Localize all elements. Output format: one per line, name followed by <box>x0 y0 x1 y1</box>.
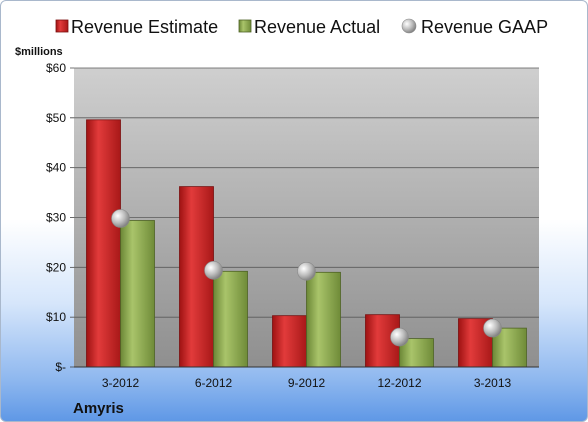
x-tick-label: 3-2013 <box>474 376 512 390</box>
legend-label-gaap: Revenue GAAP <box>421 17 548 37</box>
x-tick-label: 12-2012 <box>377 376 421 390</box>
bar-actual <box>306 271 341 368</box>
bar-estimate <box>272 315 307 368</box>
marker-gaap <box>111 209 130 228</box>
legend-label-actual: Revenue Actual <box>254 17 380 37</box>
x-tick-label: 3-2012 <box>102 376 140 390</box>
y-tick-label: $- <box>55 360 66 374</box>
marker-gaap <box>483 318 502 338</box>
legend-marker-gaap <box>401 18 417 34</box>
bar-actual <box>213 270 248 368</box>
marker-gaap <box>297 262 316 281</box>
bar-actual <box>120 220 155 368</box>
y-tick-label: $30 <box>46 211 66 225</box>
legend-item-gaap: Revenue GAAP <box>401 17 548 37</box>
legend-swatch-actual <box>238 19 252 33</box>
legend-item-actual: Revenue Actual <box>238 17 380 37</box>
y-axis-ticks: $- $10 $20 $30 $40 $50 $60 <box>46 61 74 374</box>
x-tick-label: 9-2012 <box>288 376 326 390</box>
y-tick-label: $10 <box>46 310 66 324</box>
bars <box>86 119 527 368</box>
bar-estimate <box>86 119 121 368</box>
x-tick-label: 6-2012 <box>195 376 233 390</box>
y-tick-label: $60 <box>46 61 66 75</box>
legend-label-estimate: Revenue Estimate <box>71 17 218 37</box>
y-tick-label: $40 <box>46 161 66 175</box>
marker-gaap <box>204 261 223 280</box>
y-tick-label: $20 <box>46 260 66 274</box>
company-label: Amyris <box>73 400 124 417</box>
legend: Revenue Estimate Revenue Actual Revenue … <box>55 17 548 37</box>
unit-label: $millions <box>15 46 63 58</box>
x-axis-ticks: 3-2012 6-2012 9-2012 12-2012 3-2013 <box>74 366 539 390</box>
y-tick-label: $50 <box>46 111 66 125</box>
marker-gaap <box>390 327 409 347</box>
legend-item-estimate: Revenue Estimate <box>55 17 218 37</box>
legend-swatch-estimate <box>55 19 69 33</box>
gaap-markers <box>111 209 502 347</box>
